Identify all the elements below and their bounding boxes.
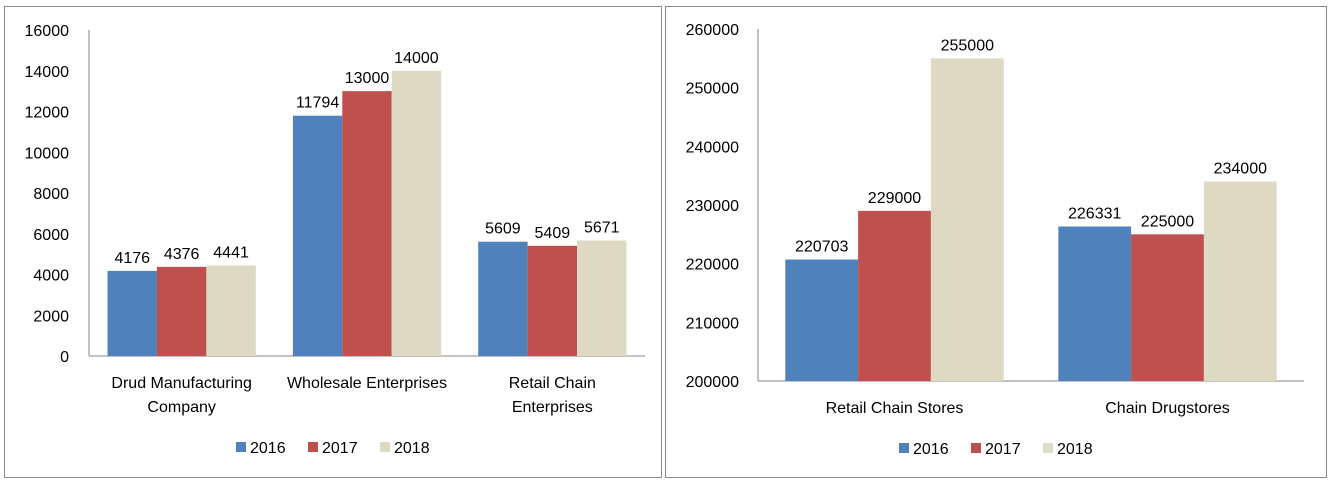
left-data-label: 14000	[394, 50, 439, 67]
left-category-label: Retail Chain	[509, 375, 596, 392]
right-bar-2018	[1203, 181, 1277, 381]
left-data-label: 13000	[345, 70, 390, 87]
left-y-tick-label: 2000	[33, 308, 69, 325]
left-legend-swatch	[236, 442, 246, 452]
right-legend-label: 2018	[1057, 441, 1093, 458]
left-bar-2017	[156, 266, 207, 356]
left-y-tick-label: 8000	[33, 186, 69, 203]
right-data-label: 220703	[795, 239, 848, 256]
right-y-tick-label: 260000	[686, 22, 739, 39]
left-data-label: 4376	[164, 246, 200, 263]
right-bar-2017	[1131, 234, 1204, 381]
left-legend-swatch	[308, 442, 318, 452]
left-y-tick-label: 0	[60, 349, 69, 366]
left-data-label: 5671	[584, 219, 620, 236]
left-y-tick-label: 10000	[25, 145, 70, 162]
left-y-tick-label: 14000	[25, 64, 70, 81]
left-legend-label: 2018	[394, 440, 430, 457]
right-category-label: Chain Drugstores	[1105, 400, 1230, 417]
chart-left: 0 2000 4000 6000 8000 10000 12000 14000 16000 417…	[25, 23, 645, 457]
right-legend-swatch	[1043, 443, 1053, 453]
right-data-label: 255000	[941, 37, 994, 54]
right-y-tick-label: 250000	[686, 81, 739, 98]
left-category-label: Company	[147, 399, 215, 416]
left-data-label: 11794	[296, 95, 339, 112]
right-data-label: 234000	[1214, 161, 1267, 178]
left-bar-2018	[206, 265, 256, 356]
right-bar-2017	[858, 210, 931, 381]
right-category-label: Retail Chain Stores	[826, 400, 964, 417]
left-category-label: Drud Manufacturing	[111, 375, 252, 392]
left-legend-label: 2016	[250, 440, 286, 457]
right-legend-swatch	[971, 443, 981, 453]
chart-panel-left: 0 2000 4000 6000 8000 10000 12000 14000 16000 417…	[4, 6, 662, 478]
left-data-label: 5409	[535, 225, 571, 242]
chart-right: 200000 210000 220000 230000 240000 250000 2600…	[686, 22, 1304, 458]
right-legend-swatch	[899, 443, 909, 453]
left-bar-2018	[391, 70, 442, 356]
left-y-tick-label: 6000	[33, 227, 69, 244]
left-data-label: 5609	[485, 221, 521, 238]
right-data-label: 229000	[868, 190, 921, 207]
right-bar-2016	[785, 259, 859, 381]
left-bar-2017	[342, 91, 392, 356]
right-bar-2018	[930, 58, 1004, 381]
left-category-label: Wholesale Enterprises	[287, 375, 447, 392]
left-category-label: Enterprises	[512, 399, 593, 416]
left-bar-2016	[292, 115, 343, 356]
right-bar-2016	[1058, 226, 1132, 381]
left-y-tick-label: 4000	[33, 268, 69, 285]
left-legend-swatch	[380, 442, 390, 452]
left-bar-2018	[577, 240, 627, 356]
right-data-label: 225000	[1141, 213, 1194, 230]
left-legend-label: 2017	[322, 440, 358, 457]
left-data-label: 4176	[114, 250, 150, 267]
left-bar-2016	[478, 241, 528, 356]
right-legend-label: 2016	[913, 441, 949, 458]
right-y-tick-label: 210000	[686, 315, 739, 332]
right-y-tick-label: 230000	[686, 198, 739, 215]
left-y-tick-label: 16000	[25, 23, 70, 40]
left-y-tick-label: 12000	[25, 105, 70, 122]
right-y-tick-label: 240000	[686, 139, 739, 156]
right-y-tick-label: 200000	[686, 374, 739, 391]
right-legend-label: 2017	[985, 441, 1021, 458]
right-data-label: 226331	[1068, 206, 1121, 223]
left-data-label: 4441	[213, 245, 249, 262]
right-y-tick-label: 220000	[686, 257, 739, 274]
left-bar-2016	[107, 270, 157, 356]
chart-panel-right: 200000 210000 220000 230000 240000 250000 2600…	[665, 6, 1327, 478]
left-bar-2017	[527, 245, 578, 356]
